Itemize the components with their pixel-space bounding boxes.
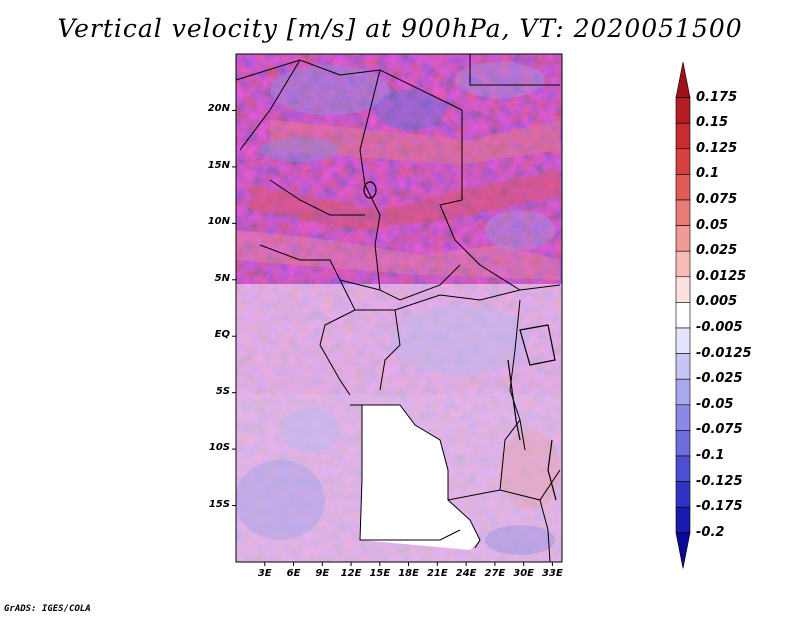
lon-label: 21E <box>426 568 448 579</box>
software-credit: GrADS: IGES/COLA <box>4 604 91 614</box>
lon-label: 6E <box>286 568 301 579</box>
colorbar-swatch <box>675 148 691 175</box>
colorbar-label: -0.175 <box>696 499 743 515</box>
lon-label: 15E <box>369 568 391 579</box>
colorbar-label: -0.025 <box>696 371 743 387</box>
colorbar-label: 0.05 <box>696 217 729 233</box>
colorbar-label: -0.075 <box>696 422 743 438</box>
lon-label: 33E <box>542 568 563 579</box>
colorbar-label: 0.075 <box>696 192 738 207</box>
colorbar-label: -0.125 <box>696 473 743 489</box>
lat-label: 5N <box>214 272 230 284</box>
lat-label: 5S <box>215 385 230 397</box>
axis-ticks <box>232 109 553 566</box>
colorbar-label: 0.175 <box>696 89 738 105</box>
lat-label: EQ <box>214 329 230 341</box>
lat-label: 10N <box>207 216 230 228</box>
lon-label: 12E <box>340 568 362 579</box>
colorbar-label: 0.15 <box>696 115 729 131</box>
lakes <box>363 181 557 501</box>
colorbar-swatch <box>675 225 691 252</box>
colorbar-swatch <box>675 455 691 482</box>
lon-label: 30E <box>513 568 535 579</box>
map-frame <box>235 53 563 563</box>
colorbar-label: 0.025 <box>696 243 738 259</box>
colorbar-swatch <box>675 532 691 569</box>
lon-label: 18E <box>398 568 419 579</box>
colorbar-swatch <box>675 302 691 329</box>
lon-label: 24E <box>455 568 477 579</box>
colorbar-label: 0.0125 <box>696 268 747 284</box>
colorbar-label: -0.005 <box>696 320 743 335</box>
colorbar-swatch <box>675 404 691 431</box>
colorbar-label: 0.125 <box>696 140 738 156</box>
colorbar-swatch <box>675 174 691 201</box>
colorbar-swatch <box>675 353 691 380</box>
lon-label: 9E <box>315 568 330 579</box>
lat-label: 20N <box>207 103 230 115</box>
colorbar-label: -0.2 <box>696 524 725 540</box>
colorbar-label: 0.005 <box>696 294 738 310</box>
colorbar-swatch <box>675 276 691 303</box>
map-title: Vertical velocity [m/s] at 900hPa, VT: 2… <box>57 14 743 43</box>
lon-label: 3E <box>257 568 272 579</box>
colorbar-swatch <box>675 61 691 98</box>
colorbar-swatch <box>675 199 691 226</box>
colorbar-swatch <box>675 97 691 124</box>
lat-label: 10S <box>208 442 230 454</box>
colorbar-swatch <box>675 250 691 278</box>
colorbar-swatch <box>675 430 691 457</box>
colorbar-swatch <box>675 122 691 150</box>
colorbar-swatch <box>675 481 691 508</box>
lat-label: 15N <box>207 159 230 171</box>
velocity-field <box>236 54 562 562</box>
colorbar-label: -0.05 <box>696 396 734 412</box>
colorbar-swatch <box>675 327 691 354</box>
colorbar <box>675 61 691 569</box>
lat-label: 15S <box>208 498 230 510</box>
colorbar-swatch <box>675 506 691 534</box>
colorbar-label: 0.1 <box>696 166 720 182</box>
colorbar-label: -0.1 <box>696 448 725 463</box>
colorbar-label: -0.0125 <box>696 345 752 361</box>
colorbar-swatch <box>675 378 691 406</box>
country-borders <box>235 54 561 563</box>
lon-label: 27E <box>484 568 506 579</box>
